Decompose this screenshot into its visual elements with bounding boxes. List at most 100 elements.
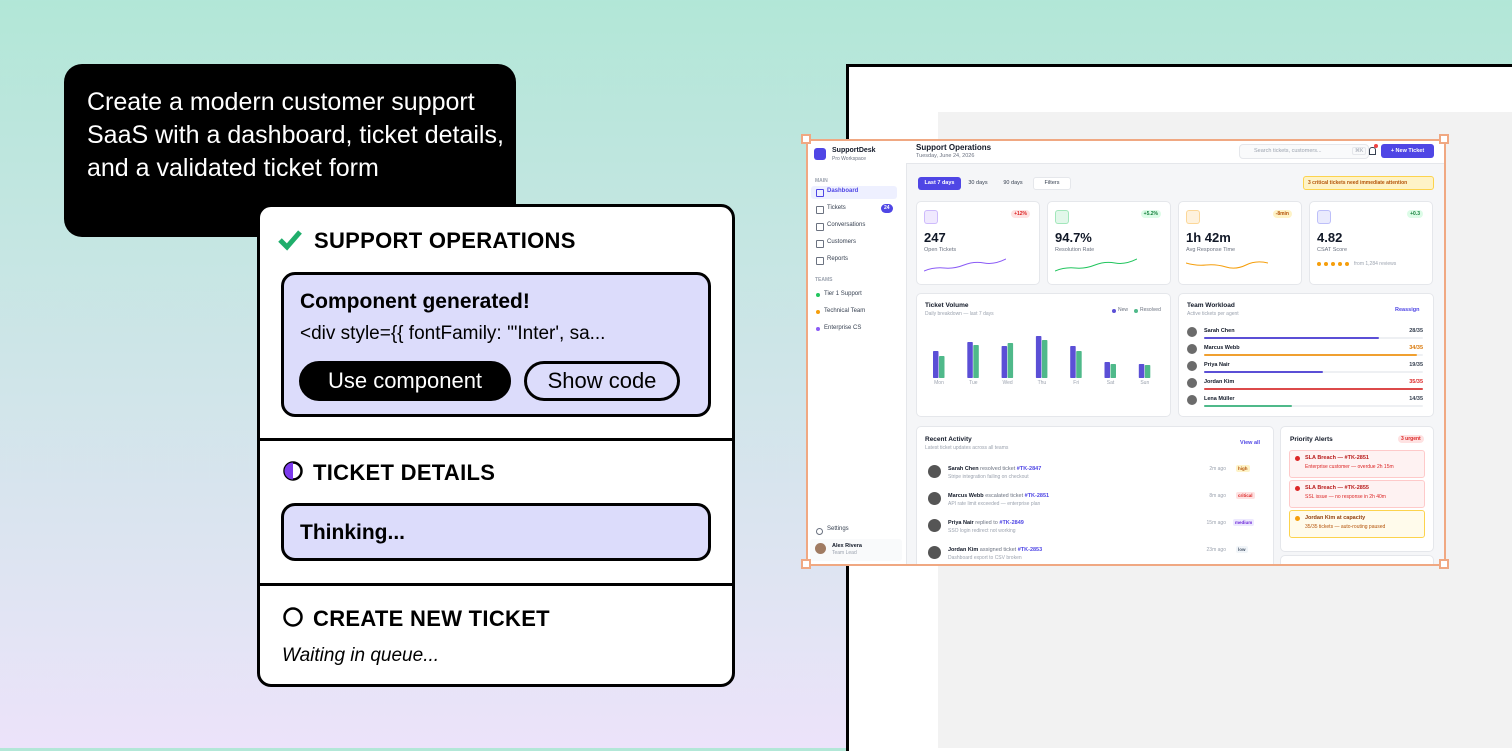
agent-load: 14/35 [1409, 396, 1423, 402]
brand-icon [814, 148, 826, 160]
x-tick-label: Sat [1106, 380, 1115, 386]
star [1324, 262, 1328, 266]
nav-item[interactable]: Tickets [827, 205, 846, 211]
shortcut: ⌘K [1352, 147, 1367, 155]
nav-item[interactable]: Customers [827, 239, 857, 245]
actor: Priya Nair [948, 520, 974, 526]
search-box[interactable] [1239, 144, 1369, 159]
actor: Marcus Webb [948, 493, 984, 499]
sparkline [924, 258, 1006, 272]
reassign-link[interactable]: Reassign [1395, 307, 1420, 313]
alert-banner: 3 critical tickets need immediate attent… [1303, 176, 1434, 190]
handle [1439, 559, 1449, 569]
handle [801, 559, 811, 569]
load-bar [1204, 405, 1292, 407]
stat-icon [1317, 210, 1331, 224]
nav-item[interactable]: Reports [827, 256, 849, 262]
agent-load: 34/35 [1409, 345, 1423, 351]
bar [1144, 365, 1151, 378]
stat-change: -8min [1272, 210, 1292, 218]
code-preview: <div style={{ fontFamily: '"Inter', sa..… [300, 323, 606, 344]
nav-badge: 24 [881, 204, 893, 213]
filters-button[interactable]: Filters [1033, 177, 1071, 190]
show-code-button[interactable]: Show code [524, 361, 680, 401]
workspace: Pro Workspace [832, 156, 867, 162]
agent-name: Sarah Chen [1204, 328, 1235, 334]
x-tick-label: Tue [969, 380, 978, 386]
sparkline [1186, 261, 1268, 269]
priority-tag: critical [1236, 492, 1255, 499]
step-title: TICKET DETAILS [313, 460, 496, 485]
stat-icon [1055, 210, 1069, 224]
team-item[interactable]: Tier 1 Support [824, 291, 862, 297]
volume-chart [933, 336, 1151, 378]
nav-item[interactable]: Conversations [827, 222, 866, 228]
avatar [815, 543, 826, 554]
range-button[interactable]: Last 7 days [918, 177, 961, 190]
nav-icon [816, 206, 824, 214]
x-tick-label: Mon [934, 380, 944, 386]
stat-label: CSAT Score [1317, 247, 1348, 253]
activity-time: 2m ago [1209, 466, 1226, 472]
progress-icon [283, 461, 303, 481]
stat-value: 1h 42m [1186, 230, 1231, 245]
view-all-link[interactable]: View all [1240, 440, 1261, 446]
activity-detail: API rate limit exceeded — enterprise pla… [948, 501, 1041, 507]
verb: escalated ticket [985, 493, 1024, 499]
alert-title: SLA Breach — #TK-2855 [1305, 485, 1369, 491]
thinking-box [281, 503, 711, 561]
stat-value: 94.7% [1055, 230, 1092, 245]
alert-icon [1295, 516, 1300, 521]
team-item[interactable]: Technical Team [824, 308, 866, 314]
selection-frame [806, 139, 1446, 566]
avatar [928, 492, 941, 505]
bar [1007, 343, 1014, 378]
new-ticket-button[interactable]: + New Ticket [1381, 144, 1434, 158]
card-subtitle: Active tickets per agent [1187, 311, 1239, 317]
star [1345, 262, 1349, 266]
dashboard: SupportDesk Pro Workspace MAIN Dashboard Tic… [806, 139, 1444, 564]
x-tick-label: Fri [1073, 380, 1080, 386]
nav-icon [816, 223, 824, 231]
ticket-link[interactable]: #TK-2851 [1024, 493, 1050, 499]
handle [801, 134, 811, 144]
avatar [928, 465, 941, 478]
card-subtitle: Latest ticket updates across all teams [925, 445, 1009, 451]
activity-detail: SSO login redirect not working [948, 528, 1016, 534]
actor: Sarah Chen [948, 466, 979, 472]
nav-icon [816, 189, 824, 197]
verb: resolved ticket [980, 466, 1016, 472]
load-bar [1204, 337, 1380, 339]
user-row [810, 539, 902, 561]
bell[interactable] [1369, 147, 1376, 155]
ticket-link[interactable]: #TK-2853 [1017, 547, 1043, 553]
alert-box [1289, 510, 1425, 538]
alert-icon [1295, 486, 1300, 491]
status-text: Thinking... [300, 521, 405, 544]
bar [933, 351, 939, 378]
range-button[interactable]: 90 days [1003, 180, 1023, 186]
star [1338, 262, 1342, 266]
avatar [928, 519, 941, 532]
brand-name: SupportDesk [832, 147, 876, 154]
team-item[interactable]: Enterprise CS [824, 325, 862, 331]
agent-load: 35/35 [1409, 379, 1423, 385]
ticket-link[interactable]: #TK-2849 [999, 520, 1024, 526]
settings[interactable]: Settings [827, 526, 849, 532]
activity-line: Marcus Webb escalated ticket #TK-2851 [948, 493, 1049, 499]
load-bar [1204, 354, 1417, 356]
star [1317, 262, 1321, 266]
nav-item[interactable]: Dashboard [827, 188, 859, 194]
card-title: Ticket Volume [925, 302, 969, 309]
card-title: Priority Alerts [1290, 436, 1333, 443]
legend-swatch [1112, 309, 1116, 313]
range-button[interactable]: 30 days [968, 180, 988, 186]
next-card [1280, 555, 1434, 564]
ticket-link[interactable]: #TK-2847 [1016, 466, 1042, 472]
stat-change: +12% [1011, 210, 1030, 218]
stat-value: 247 [924, 230, 946, 245]
stat-label: Open Tickets [924, 247, 957, 253]
use-button[interactable]: Use component [299, 361, 511, 401]
actor: Jordan Kim [948, 547, 979, 553]
activity-card [916, 426, 1274, 564]
